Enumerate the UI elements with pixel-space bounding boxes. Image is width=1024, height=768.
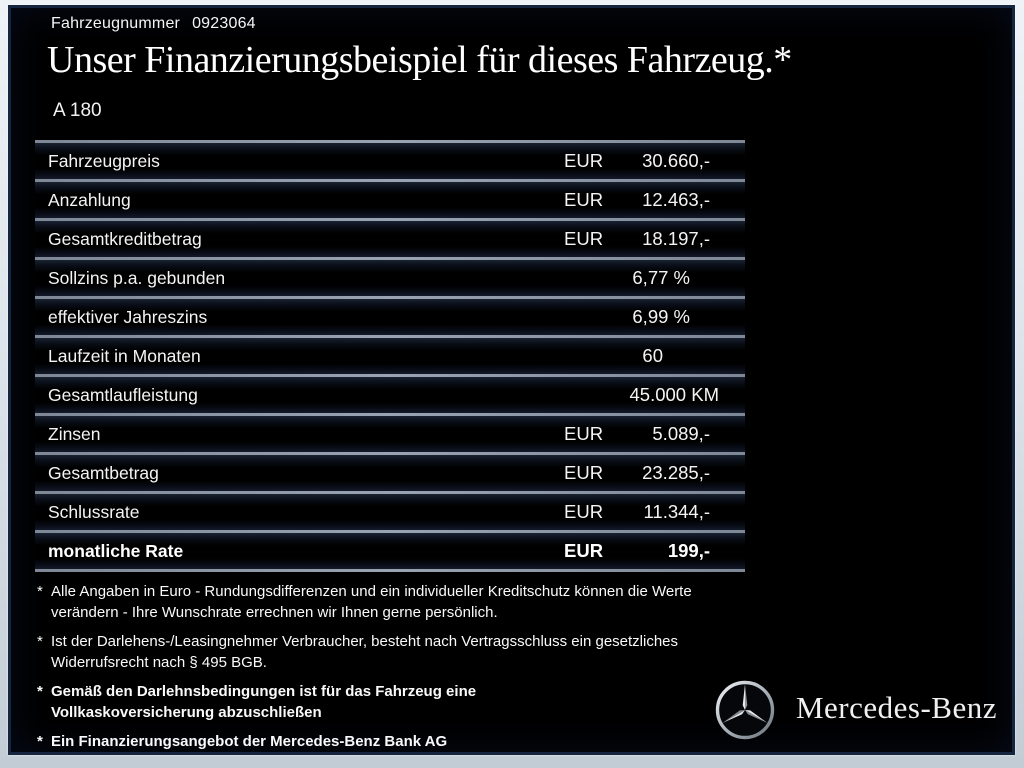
asterisk-marker: *: [37, 583, 43, 600]
brand-name: Mercedes-Benz: [795, 690, 997, 725]
table-row: Schlussrate EUR 11.344,-: [35, 491, 745, 530]
footnote: * Ist der Darlehens-/Leasingnehmer Verbra…: [37, 631, 699, 673]
vehicle-number: Fahrzeugnummer 0923064: [51, 15, 256, 33]
table-row: Gesamtbetrag EUR 23.285,-: [35, 452, 745, 491]
asterisk-marker: *: [37, 683, 43, 700]
row-value: 45.000 KM: [564, 384, 719, 406]
value-text: 11.344,-: [643, 501, 710, 522]
currency-label: EUR: [564, 423, 604, 444]
footnote-text: Ist der Darlehens-/Leasingnehmer Verbrau…: [51, 633, 679, 671]
currency-label: EUR: [564, 150, 604, 171]
footnote: * Gemäß den Darlehnsbedingungen ist für d…: [37, 681, 603, 723]
currency-label: EUR: [564, 228, 604, 249]
footnote-text: Ein Finanzierungsangebot der Mercedes-Be…: [51, 733, 448, 750]
row-label: Sollzins p.a. gebunden: [48, 267, 226, 288]
currency-label: EUR: [564, 540, 604, 561]
row-value: EUR 199,-: [564, 540, 710, 562]
value-text: 30.660,-: [642, 150, 710, 171]
footnote: * Alle Angaben in Euro - Rundungsdifferen…: [37, 581, 751, 623]
table-row: Sollzins p.a. gebunden 6,77 %: [35, 257, 745, 296]
row-label: Anzahlung: [48, 189, 131, 210]
row-label: effektiver Jahreszins: [48, 306, 208, 327]
page-title: Unser Finanzierungsbeispiel für dieses F…: [47, 39, 792, 81]
row-value: EUR 23.285,-: [564, 462, 710, 484]
row-label: Laufzeit in Monaten: [48, 345, 201, 366]
table-row: Gesamtlaufleistung 45.000 KM: [35, 374, 745, 413]
value-text: 199,-: [667, 540, 710, 561]
vehicle-model: A 180: [53, 100, 102, 121]
row-label: monatliche Rate: [48, 540, 184, 561]
row-value: EUR 30.660,-: [564, 150, 710, 172]
table-row: Anzahlung EUR 12.463,-: [35, 179, 745, 218]
table-row: Zinsen EUR 5.089,-: [35, 413, 745, 452]
row-value: EUR 12.463,-: [564, 189, 710, 211]
row-label: Fahrzeugpreis: [48, 150, 160, 171]
footnote-text: Alle Angaben in Euro - Rundungsdifferenz…: [51, 583, 692, 621]
footnote-text: Gemäß den Darlehnsbedingungen ist für da…: [51, 683, 477, 721]
table-row: effektiver Jahreszins 6,99 %: [35, 296, 745, 335]
row-value: EUR 11.344,-: [564, 501, 710, 523]
row-value: 6,99 %: [564, 306, 710, 328]
value-text: 6,77 %: [632, 267, 690, 288]
row-label: Schlussrate: [48, 501, 140, 522]
table-row: Fahrzeugpreis EUR 30.660,-: [35, 140, 745, 179]
value-text: 6,99 %: [632, 306, 690, 327]
vehicle-number-value: 0923064: [192, 15, 256, 32]
row-label: Gesamtlaufleistung: [48, 384, 198, 405]
row-value: EUR 18.197,-: [564, 228, 710, 250]
financing-table: Fahrzeugpreis EUR 30.660,- Anzahlung EUR 1…: [35, 140, 745, 572]
vehicle-number-label: Fahrzeugnummer: [51, 15, 181, 32]
row-label: Gesamtkreditbetrag: [48, 228, 202, 249]
asterisk-marker: *: [37, 733, 43, 750]
table-row: Laufzeit in Monaten 60: [35, 335, 745, 374]
row-value: 60: [564, 345, 710, 367]
footnote: * Ein Finanzierungsangebot der Mercedes-B…: [37, 731, 751, 752]
table-row: Gesamtkreditbetrag EUR 18.197,-: [35, 218, 745, 257]
currency-label: EUR: [564, 501, 604, 522]
value-text: 23.285,-: [642, 462, 710, 483]
mercedes-star-icon: [715, 680, 775, 740]
footnotes: * Alle Angaben in Euro - Rundungsdifferen…: [37, 581, 751, 760]
financing-sheet-panel: Fahrzeugnummer 0923064 Unser Finanzierung…: [8, 5, 1015, 755]
asterisk-marker: *: [37, 633, 43, 650]
currency-label: EUR: [564, 462, 604, 483]
value-text: 5.089,-: [652, 423, 710, 444]
row-label: Zinsen: [48, 423, 101, 444]
value-text: 60: [642, 345, 663, 366]
currency-label: EUR: [564, 189, 604, 210]
brand-logo-block: Mercedes-Benz: [713, 678, 997, 742]
value-text: 45.000 KM: [629, 384, 719, 405]
row-value: EUR 5.089,-: [564, 423, 710, 445]
value-text: 12.463,-: [642, 189, 710, 210]
value-text: 18.197,-: [642, 228, 710, 249]
table-row-monthly-rate: monatliche Rate EUR 199,-: [35, 530, 745, 569]
row-value: 6,77 %: [564, 267, 710, 289]
row-label: Gesamtbetrag: [48, 462, 159, 483]
